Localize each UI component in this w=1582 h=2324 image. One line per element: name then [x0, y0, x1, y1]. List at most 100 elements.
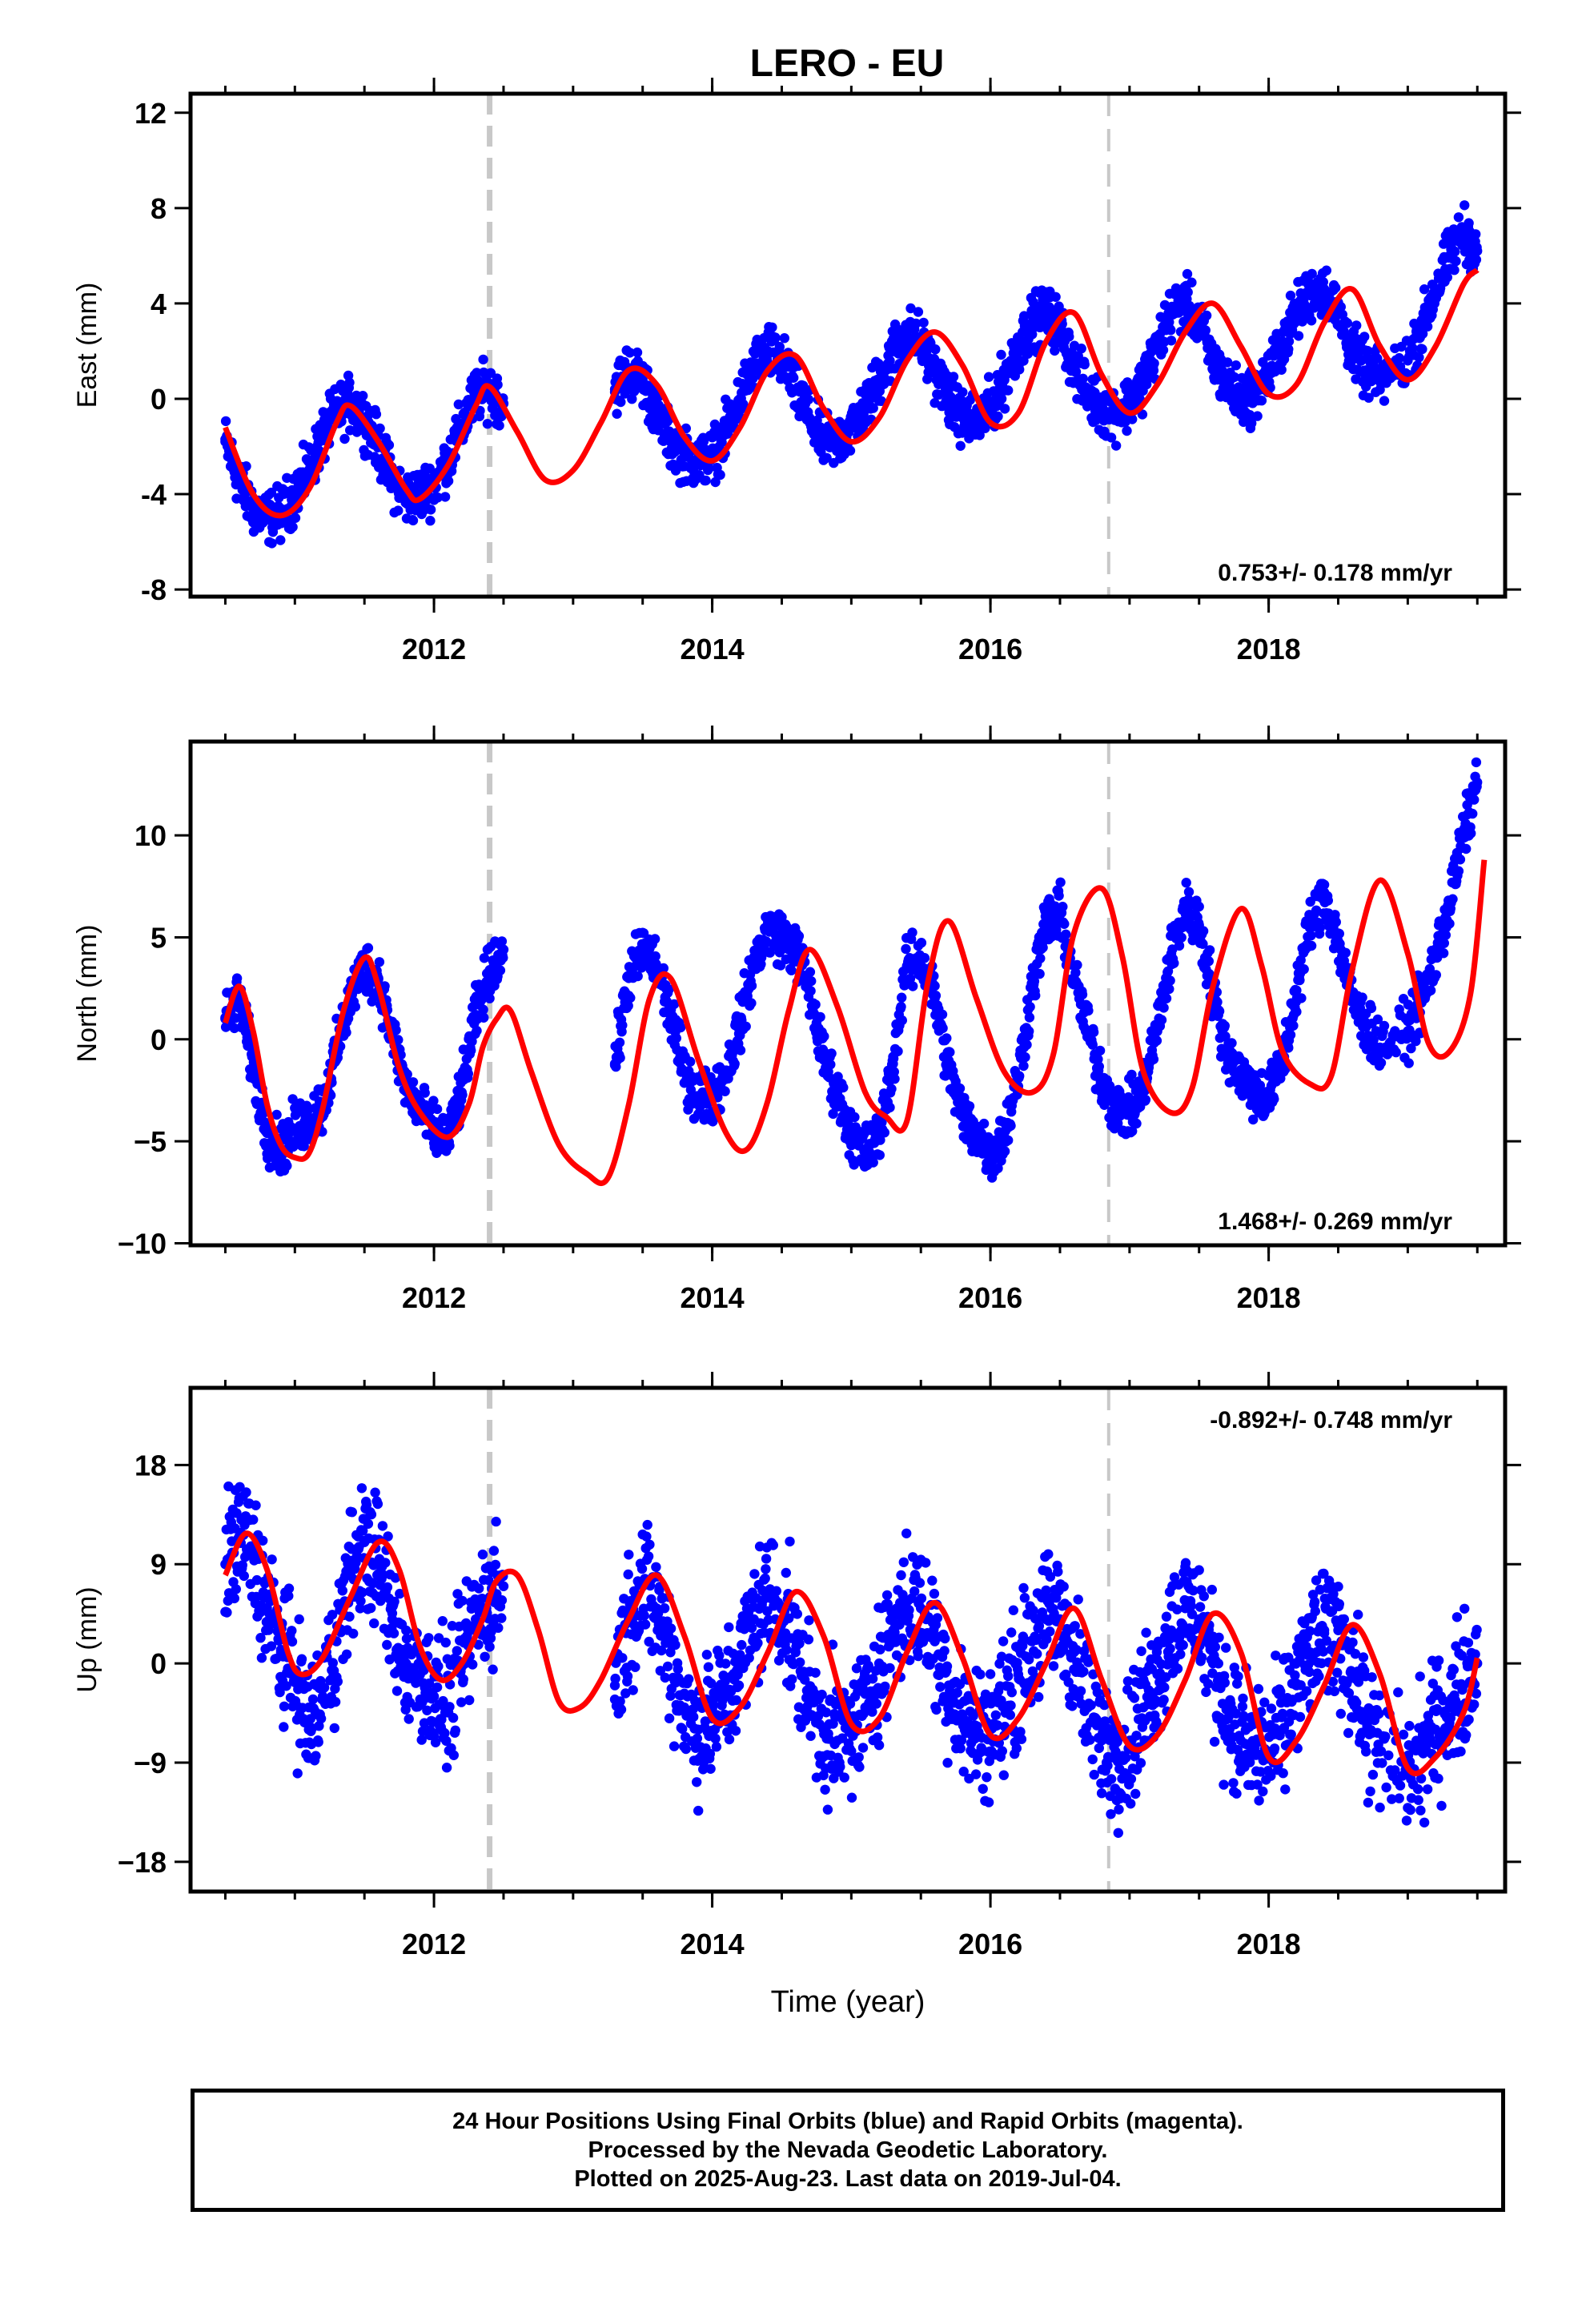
east-point — [637, 375, 648, 385]
up-point — [382, 1639, 392, 1651]
north-point — [746, 980, 757, 991]
east-point — [679, 451, 689, 461]
up-point — [363, 1518, 374, 1530]
east-point — [1180, 298, 1191, 309]
east-point — [721, 427, 732, 437]
east-point — [715, 469, 725, 480]
north-point — [1403, 1026, 1413, 1036]
north-point — [1212, 997, 1223, 1007]
up-point — [344, 1611, 355, 1622]
north-point — [379, 981, 390, 991]
north-point — [685, 1084, 697, 1096]
north-point — [1299, 964, 1309, 975]
east-point — [1419, 284, 1430, 295]
up-point — [369, 1618, 379, 1629]
north-point — [1235, 1071, 1247, 1081]
up-point — [258, 1535, 268, 1546]
north-point — [916, 952, 926, 963]
up-point — [366, 1509, 377, 1520]
north-point — [1061, 929, 1071, 940]
up-point — [255, 1633, 266, 1643]
up-point — [337, 1586, 347, 1596]
north-point — [1094, 1061, 1105, 1072]
north-point — [1041, 915, 1051, 927]
east-point — [1235, 393, 1247, 404]
east-x-tick-label: 2012 — [402, 633, 466, 665]
east-point — [1014, 364, 1025, 375]
north-point — [664, 984, 674, 995]
north-point — [999, 1146, 1010, 1156]
east-y-tick-label: -4 — [141, 478, 167, 511]
east-point — [1453, 212, 1464, 223]
north-point — [1471, 757, 1482, 768]
east-point — [1222, 379, 1232, 390]
east-point — [1403, 356, 1413, 366]
east-point — [1291, 308, 1302, 318]
east-point — [1110, 440, 1122, 451]
north-point — [623, 1000, 633, 1011]
north-point — [1180, 903, 1191, 915]
north-point — [637, 944, 648, 955]
up-point — [416, 1735, 427, 1745]
east-point — [1082, 388, 1093, 400]
north-point — [930, 980, 940, 991]
east-point — [1305, 288, 1315, 300]
up-point — [256, 1653, 267, 1663]
east-point — [1069, 360, 1079, 371]
east-point — [789, 372, 799, 383]
north-point — [1158, 1003, 1169, 1013]
east-rate-label: 0.753+/- 0.178 mm/yr — [1218, 560, 1452, 586]
up-point — [440, 1728, 450, 1739]
north-point — [1366, 1003, 1377, 1014]
east-point — [958, 412, 968, 423]
north-point — [897, 992, 907, 1003]
east-point — [1138, 375, 1149, 385]
east-point — [1152, 341, 1162, 352]
east-point — [1134, 393, 1145, 404]
north-point — [1169, 958, 1179, 968]
north-point — [1148, 1054, 1159, 1065]
north-point — [685, 1056, 696, 1067]
east-point — [996, 349, 1006, 360]
north-point — [958, 1112, 968, 1122]
north-y-tick-label: 10 — [135, 819, 167, 852]
east-point — [911, 318, 921, 329]
north-point — [1124, 1108, 1135, 1118]
north-point — [671, 1033, 681, 1043]
east-point — [1252, 411, 1263, 421]
north-point — [231, 973, 243, 983]
north-point — [1330, 910, 1340, 920]
east-point — [701, 475, 711, 486]
north-point — [777, 911, 787, 923]
north-point — [1018, 1060, 1029, 1072]
up-point — [452, 1589, 463, 1599]
north-point — [1347, 993, 1358, 1004]
east-point — [999, 375, 1010, 385]
north-point — [1096, 1075, 1107, 1085]
east-point — [803, 394, 814, 405]
east-point — [290, 489, 300, 500]
north-point — [1306, 931, 1316, 941]
east-point — [1166, 308, 1177, 318]
north-point — [832, 1087, 843, 1098]
north-point — [1263, 1091, 1274, 1102]
north-point — [1054, 891, 1064, 901]
east-y-tick-label: 8 — [151, 192, 167, 225]
north-point — [1219, 1020, 1231, 1031]
east-point — [888, 346, 898, 356]
east-point — [317, 432, 328, 442]
north-point — [1083, 1005, 1094, 1016]
up-point — [348, 1628, 359, 1639]
north-point — [651, 960, 662, 971]
up-point — [437, 1616, 448, 1626]
north-point — [942, 1033, 952, 1043]
east-point — [993, 411, 1003, 422]
north-point — [1455, 854, 1466, 865]
east-point — [1186, 277, 1197, 287]
north-point — [1020, 1051, 1030, 1063]
north-point — [1361, 1022, 1371, 1032]
north-point — [408, 1077, 419, 1088]
east-point — [1417, 344, 1427, 355]
up-point — [266, 1641, 277, 1651]
north-point — [805, 985, 815, 995]
